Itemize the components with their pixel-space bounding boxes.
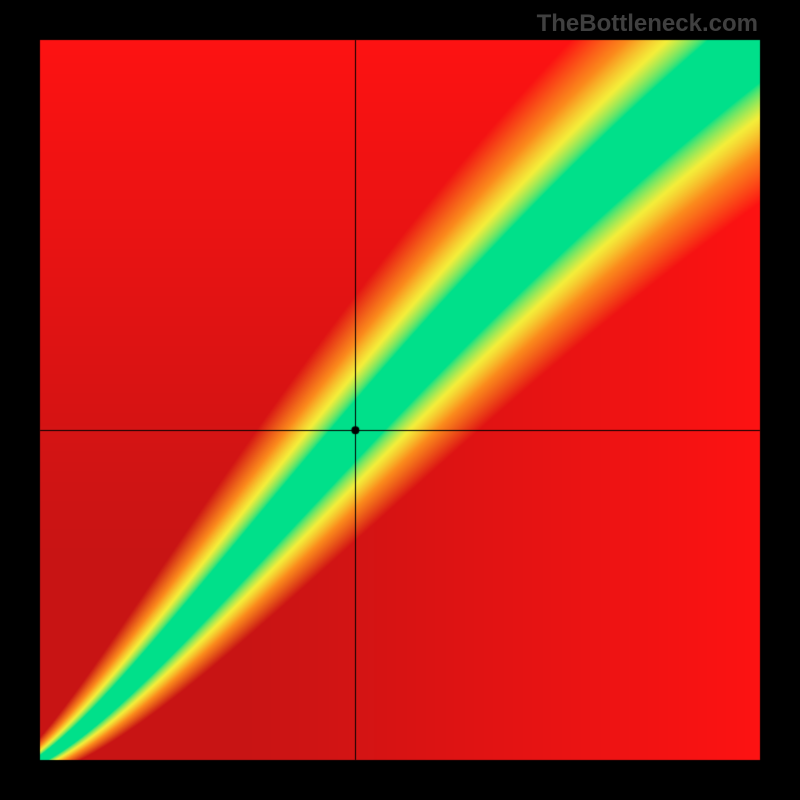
- watermark-text: TheBottleneck.com: [537, 10, 758, 38]
- crosshair-overlay: [0, 0, 800, 800]
- stage: TheBottleneck.com: [0, 0, 800, 800]
